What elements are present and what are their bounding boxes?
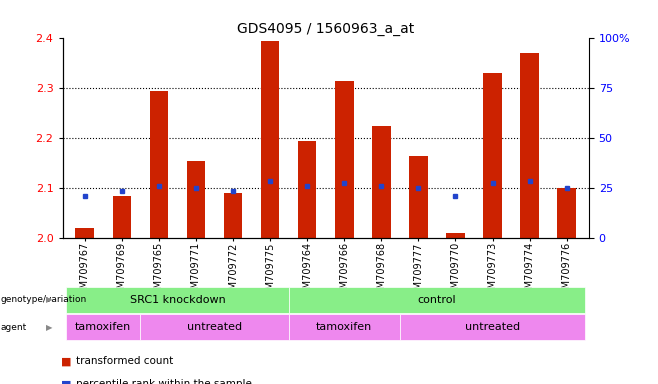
Text: tamoxifen: tamoxifen [316, 322, 372, 332]
Bar [149, 91, 168, 238]
Text: ▶: ▶ [46, 295, 53, 305]
Text: agent: agent [1, 323, 27, 332]
Text: genotype/variation: genotype/variation [1, 295, 87, 305]
Title: GDS4095 / 1560963_a_at: GDS4095 / 1560963_a_at [237, 22, 415, 36]
Bar [483, 73, 502, 238]
Bar [557, 188, 576, 238]
Text: ▶: ▶ [46, 323, 53, 332]
Bar [520, 53, 539, 238]
Bar [261, 41, 280, 238]
Bar [76, 228, 94, 238]
Text: ■: ■ [61, 379, 71, 384]
Text: control: control [418, 295, 456, 305]
Text: percentile rank within the sample: percentile rank within the sample [76, 379, 251, 384]
Bar [446, 233, 465, 238]
Bar [409, 156, 428, 238]
Text: untreated: untreated [465, 322, 520, 332]
Bar [113, 196, 131, 238]
Bar [298, 141, 316, 238]
Text: ■: ■ [61, 356, 71, 366]
Bar [224, 193, 242, 238]
Text: transformed count: transformed count [76, 356, 173, 366]
Bar [372, 126, 391, 238]
Text: tamoxifen: tamoxifen [75, 322, 132, 332]
Bar [335, 81, 353, 238]
Text: SRC1 knockdown: SRC1 knockdown [130, 295, 225, 305]
Bar [187, 161, 205, 238]
Text: untreated: untreated [187, 322, 242, 332]
